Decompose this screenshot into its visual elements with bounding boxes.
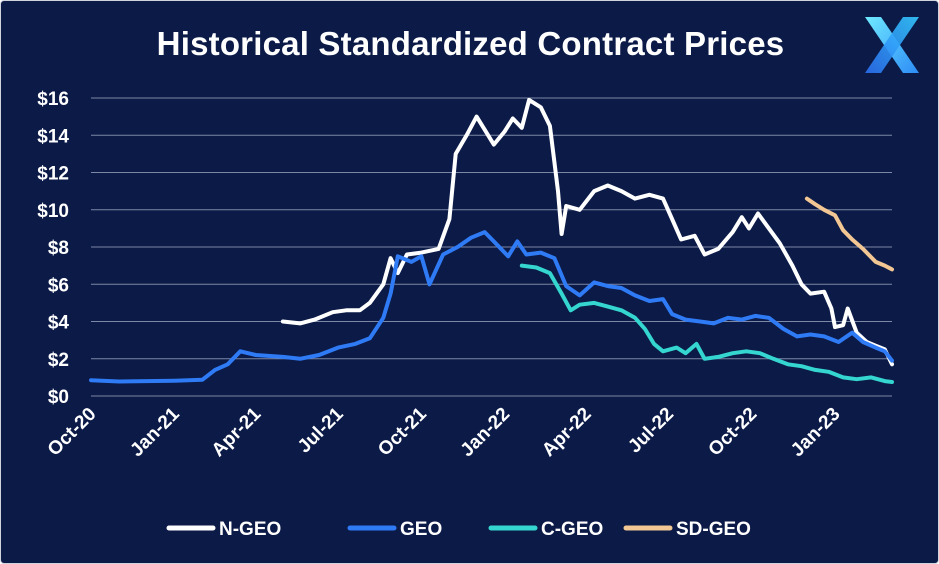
gridlines	[91, 97, 892, 397]
series-line-geo	[89, 230, 894, 384]
x-tick-label: Apr-21	[208, 403, 266, 461]
legend-label: N-GEO	[219, 519, 281, 540]
x-tick-label: Apr-22	[538, 404, 595, 461]
y-tick-label: $0	[48, 387, 69, 408]
series-line-sd-geo	[804, 196, 894, 272]
y-tick-label: $6	[48, 275, 69, 296]
x-tick-label: Oct-20	[44, 404, 101, 461]
legend-label: GEO	[400, 519, 442, 540]
y-tick-label: $10	[37, 201, 69, 222]
x-logo	[865, 17, 919, 73]
x-tick-label: Jan-21	[126, 403, 184, 461]
x-tick-label: Jul-21	[294, 403, 348, 457]
series-line-c-geo	[519, 263, 894, 384]
chart-title: Historical Standardized Contract Prices	[156, 25, 785, 62]
y-tick-label: $14	[37, 126, 69, 147]
series-lines	[89, 97, 894, 384]
series-line-n-geo	[280, 97, 894, 367]
y-tick-label: $8	[48, 238, 69, 259]
y-tick-label: $2	[48, 350, 69, 371]
legend: N-GEO GEO C-GEO SD-GEO	[166, 519, 751, 540]
x-axis-ticks: Oct-20 Jan-21 Apr-21 Jul-21 Oct-21 Jan-22 Apr-…	[44, 403, 845, 461]
legend-label: C-GEO	[541, 519, 603, 540]
x-tick-label: Oct-21	[374, 403, 431, 460]
x-tick-label: Oct-22	[705, 404, 762, 461]
legend-label: SD-GEO	[676, 519, 751, 540]
y-tick-label: $4	[48, 313, 70, 334]
x-tick-label: Jan-23	[787, 404, 844, 461]
y-tick-label: $16	[37, 89, 69, 110]
x-tick-label: Jan-22	[457, 404, 514, 461]
y-tick-label: $12	[37, 164, 69, 185]
x-tick-label: Jul-22	[624, 404, 678, 458]
y-axis-ticks: $0 $2 $4 $6 $8 $10 $12 $14 $16	[37, 89, 69, 408]
